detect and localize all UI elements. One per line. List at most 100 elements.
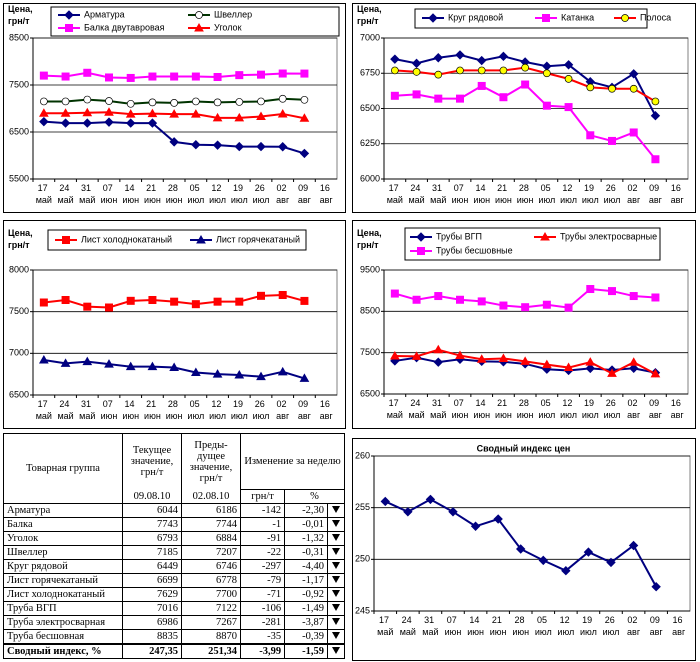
- table-row: Арматура 6044 6186 -142 -2,30: [3, 503, 345, 518]
- table-cell: Лист горячекатаный: [3, 573, 123, 588]
- data-point: [543, 69, 551, 78]
- x-tick-label: 07 июн: [445, 615, 462, 637]
- legend-frame: [47, 229, 307, 251]
- x-tick-label: 05 июл: [187, 183, 204, 205]
- legend-label: Арматура: [84, 9, 125, 19]
- data-point: [586, 131, 595, 140]
- x-tick-label: 19 июл: [231, 183, 248, 205]
- table-cell: -3,99: [239, 643, 286, 659]
- data-point: [235, 71, 244, 80]
- table-cell: -1,59: [284, 643, 328, 659]
- down-arrow: [332, 632, 340, 639]
- data-point: [380, 496, 390, 507]
- data-point: [82, 356, 93, 366]
- legend-label: Круг рядовой: [448, 12, 503, 22]
- data-point: [234, 112, 245, 122]
- x-tick-label: 28 июн: [517, 183, 534, 205]
- data-point: [412, 90, 421, 99]
- data-point: [147, 361, 158, 371]
- data-point: [256, 371, 266, 381]
- x-tick-label: 26 июл: [253, 399, 270, 421]
- data-point: [651, 582, 661, 592]
- data-point: [433, 357, 443, 367]
- table-row: Труба электросварная 6986 7267 -281 -3,87: [3, 615, 345, 630]
- data-point: [278, 142, 288, 152]
- trend-cell: [327, 573, 345, 588]
- data-point: [38, 108, 49, 117]
- table-row: Труба ВГП 7016 7122 -106 -1,49: [3, 601, 345, 616]
- chart-panel: 6000 6250 6500 6750 7000 17 май 24 май 31 май 07…: [352, 3, 696, 213]
- x-tick-label: 31 май: [79, 183, 95, 205]
- data-point: [585, 357, 596, 366]
- x-tick-label: 07 июн: [452, 183, 469, 205]
- data-point: [83, 302, 92, 311]
- table-cell: 251,34: [181, 643, 241, 659]
- x-tick-label: 14 июн: [473, 183, 490, 205]
- x-tick-label: 05 июл: [535, 615, 552, 637]
- data-point: [60, 108, 71, 117]
- down-arrow: [332, 548, 340, 555]
- data-point: [564, 75, 573, 83]
- data-point: [651, 155, 660, 164]
- subheader-cell: грн/т: [239, 489, 286, 504]
- y-tick-label: 6500: [360, 103, 380, 113]
- x-tick-label: 07 июн: [452, 398, 469, 420]
- x-tick-label: 07 июн: [101, 399, 118, 421]
- x-tick-label: 24 май: [57, 399, 73, 421]
- data-point: [456, 66, 464, 75]
- table-cell: -71: [239, 587, 286, 602]
- x-tick-label: 09 авг: [650, 615, 664, 637]
- trend-cell: [327, 531, 345, 546]
- header-cell: Изменение за неделю: [240, 433, 345, 490]
- data-point: [608, 84, 616, 93]
- y-axis-label: Цена, грн/т: [357, 228, 384, 250]
- data-point: [629, 128, 638, 137]
- data-point: [104, 117, 114, 127]
- x-tick-label: 02 авг: [627, 615, 641, 637]
- table-cell: -0,01: [284, 517, 328, 532]
- y-tick-label: 245: [355, 605, 370, 615]
- subheader-cell: %: [284, 489, 345, 504]
- data-point: [212, 369, 223, 378]
- data-point: [498, 353, 509, 362]
- table-cell: 8835: [122, 629, 182, 645]
- data-point: [608, 136, 616, 145]
- x-tick-label: 14 июн: [467, 615, 484, 637]
- x-tick-label: 28 июн: [166, 399, 183, 421]
- data-point: [470, 521, 481, 531]
- table-cell: -2,30: [284, 503, 328, 518]
- y-tick-label: 250: [355, 554, 370, 564]
- data-point: [563, 60, 574, 70]
- legend-marker: [428, 13, 438, 23]
- y-tick-label: 6500: [9, 389, 29, 399]
- plot-area: [32, 37, 338, 180]
- data-point: [105, 303, 113, 312]
- y-tick-label: 6750: [360, 68, 380, 78]
- x-tick-label: 19 июл: [582, 183, 599, 205]
- x-tick-label: 21 июн: [490, 615, 507, 637]
- data-point: [61, 72, 70, 81]
- table-cell: 247,35: [122, 643, 182, 659]
- table-cell: Швеллер: [3, 545, 123, 560]
- y-tick-label: 7500: [9, 79, 29, 89]
- y-axis-label: Цена, грн/т: [8, 4, 35, 26]
- data-point: [516, 544, 526, 554]
- data-point: [61, 97, 70, 106]
- legend-marker: [64, 10, 74, 20]
- data-point: [542, 101, 551, 110]
- legend-marker: [195, 11, 203, 19]
- y-axis-label: Цена, грн/т: [8, 228, 35, 250]
- y-tick-label: 8500: [360, 306, 380, 316]
- data-point: [256, 111, 266, 120]
- data-point: [40, 97, 48, 106]
- x-tick-label: 31 май: [422, 615, 438, 637]
- legend-label: Балка двутавровая: [84, 22, 165, 32]
- y-tick-label: 6500: [9, 126, 29, 136]
- data-point: [477, 55, 487, 66]
- y-tick-label: 8500: [9, 32, 29, 42]
- data-point: [499, 93, 508, 102]
- data-point: [456, 295, 464, 304]
- x-tick-label: 31 май: [79, 399, 95, 421]
- table-cell: Труба электросварная: [3, 615, 123, 630]
- down-arrow: [332, 618, 340, 625]
